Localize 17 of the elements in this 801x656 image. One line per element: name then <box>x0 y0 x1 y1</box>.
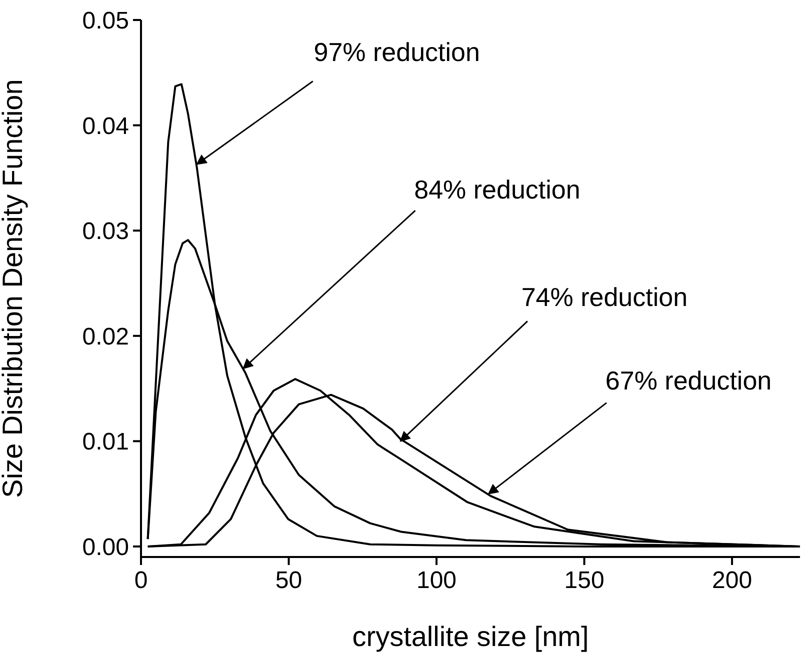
x-tick-label: 0 <box>134 567 148 594</box>
y-tick-label: 0.02 <box>82 323 129 350</box>
annotation: 84% reduction <box>414 174 580 204</box>
y-tick-label: 0.04 <box>82 112 129 140</box>
x-tick-label: 200 <box>712 567 752 594</box>
y-tick-label: 0.05 <box>82 8 129 35</box>
x-axis-title: crystallite size [nm] <box>352 621 589 652</box>
x-tick-label: 100 <box>416 567 457 594</box>
y-tick-label: 0.03 <box>82 218 129 246</box>
annotation: 74% reduction <box>521 282 688 312</box>
y-tick-label: 0.01 <box>82 428 129 456</box>
x-tick-label: 150 <box>564 567 604 594</box>
annotation: 67% reduction <box>605 366 772 396</box>
y-tick-label: 0.00 <box>82 534 129 561</box>
x-tick-label: 50 <box>275 567 302 594</box>
y-axis-title: Size Distribution Density Function <box>0 79 28 498</box>
annotation: 97% reduction <box>314 37 480 68</box>
